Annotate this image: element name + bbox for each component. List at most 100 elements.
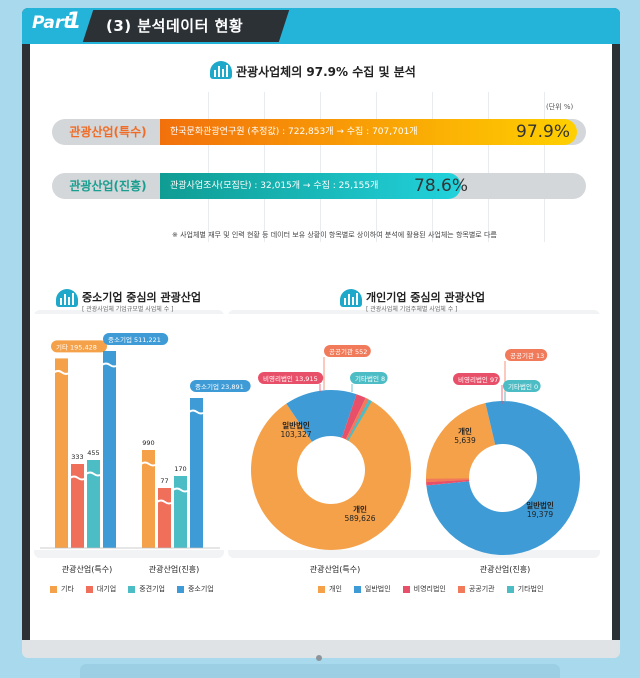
left-panel-title: 중소기업 중심의 관광산업 <box>82 291 201 304</box>
part-number: 1 <box>66 9 82 34</box>
city-chart-icon <box>340 289 362 307</box>
category-label: 관광산업(특수) <box>310 564 360 574</box>
axis-break-mark <box>188 409 206 415</box>
legend-item: 일반법인 <box>353 584 391 594</box>
bar-data-label: 중소기업 511,221 <box>108 335 161 344</box>
donut-slice-label-bubble <box>503 380 541 392</box>
donut-slice-label-bubble <box>324 345 371 357</box>
donut-slice-label: 비영리법인 13,915 <box>263 374 318 383</box>
left-panel-subtitle: [ 관광사업체 기업규모별 사업체 수 ] <box>82 306 174 313</box>
grid-line <box>264 92 265 242</box>
axis-break-mark <box>156 499 174 505</box>
page-title: (3) 분석데이터 현황 <box>106 17 244 35</box>
bar <box>55 358 68 548</box>
donut-slice-label: 개인 <box>353 504 367 514</box>
right-panel-title: 개인기업 중심의 관광산업 <box>366 291 485 304</box>
legend-swatch <box>506 585 514 593</box>
legend-label: 개인 <box>329 585 342 593</box>
donut-slice-value: 5,639 <box>454 436 476 445</box>
legend-label: 기타법인 <box>517 585 544 593</box>
legend-item: 공공기관 <box>457 584 495 594</box>
bar <box>174 476 187 548</box>
legend-label: 기타 <box>61 585 74 593</box>
donut-slice <box>426 403 496 484</box>
grid-line <box>208 92 209 242</box>
donut-slice <box>286 389 357 442</box>
bar <box>158 488 171 548</box>
city-chart-icon <box>56 289 78 307</box>
donut-slice-label-bubble <box>258 372 324 384</box>
grid-line <box>544 92 545 242</box>
donut-slice-label: 공공기관 552 <box>329 347 367 356</box>
category-label: 관광산업(진흥) <box>480 564 530 574</box>
donut-slice-label-bubble <box>453 373 500 385</box>
legend-label: 공공기관 <box>468 585 495 593</box>
coverage-label: 관광산업(진흥) <box>69 179 147 193</box>
axis-break-mark <box>53 369 71 375</box>
coverage-percent: 78.6% <box>414 176 469 196</box>
coverage-label: 관광산업(특수) <box>69 125 147 139</box>
bar-data-label: 333 <box>71 453 83 461</box>
donut-slice-value: 19,379 <box>527 510 553 519</box>
bar-data-label-bubble <box>51 340 107 353</box>
donut-slice-label: 개인 <box>458 426 472 436</box>
right-panel-subtitle: [ 관광사업체 기업주체별 사업체 수 ] <box>366 306 458 313</box>
donut-legend: 개인 일반법인 비영리법인 공공기관 기타법인 <box>318 584 555 594</box>
legend-item: 기타 <box>50 584 74 594</box>
donut-slice <box>426 479 470 486</box>
bar-data-label: 중소기업 23,891 <box>195 382 244 391</box>
donut-slice <box>426 400 580 555</box>
bar <box>103 351 116 548</box>
coverage-description: 한국문화관광연구원 (추정값) : 722,853개 → 수집 : 707,70… <box>170 127 418 137</box>
coverage-title: 관광사업체의 97.9% 수집 및 분석 <box>236 65 416 79</box>
donut-slice <box>345 397 369 441</box>
donut-slice-label-bubble <box>350 372 388 384</box>
legend-swatch <box>85 585 93 593</box>
donut-slice <box>426 478 470 483</box>
grid-line <box>320 92 321 242</box>
axis-break-mark <box>85 471 103 477</box>
unit-label: (단위 %) <box>546 103 574 111</box>
coverage-note: ※ 사업체별 재무 및 인력 현황 등 데이터 보유 상황이 항목별로 상이하여… <box>172 231 497 239</box>
bar-data-label: 170 <box>174 465 186 473</box>
donut-slice <box>347 399 372 441</box>
legend-item: 중소기업 <box>176 584 214 594</box>
city-chart-icon <box>210 61 232 79</box>
donut-slice-label: 공공기관 13 <box>510 351 544 360</box>
legend-item: 개인 <box>318 584 342 594</box>
legend-label: 일반법인 <box>364 585 391 593</box>
legend-swatch <box>318 585 325 593</box>
legend-swatch <box>176 585 184 593</box>
donut-slice-label: 일반법인 <box>282 420 310 430</box>
axis-break-mark <box>172 487 190 493</box>
legend-swatch <box>402 585 410 593</box>
bar-legend: 기타 대기업 중견기업 중소기업 <box>50 584 226 594</box>
coverage-percent: 97.9% <box>516 122 571 142</box>
axis-break-mark <box>69 475 87 481</box>
donut-slice-label: 기타법인 8 <box>355 374 385 383</box>
coverage-fill <box>160 173 461 199</box>
legend-item: 대기업 <box>85 584 116 594</box>
grid-line <box>376 92 377 242</box>
bar <box>87 460 100 548</box>
axis-break-mark <box>101 362 119 368</box>
donut-slice-label-bubble <box>505 349 548 361</box>
legend-label: 비영리법인 <box>413 585 446 593</box>
donut-slice-value: 103,327 <box>280 430 311 439</box>
bar <box>142 450 155 548</box>
grid-line <box>432 92 433 242</box>
category-label: 관광산업(특수) <box>62 564 112 574</box>
legend-swatch <box>457 585 465 593</box>
legend-swatch <box>50 585 57 593</box>
bar <box>71 464 84 548</box>
coverage-fill <box>160 119 577 145</box>
legend-label: 중소기업 <box>187 585 214 593</box>
monitor-chin <box>22 640 620 658</box>
legend-item: 비영리법인 <box>402 584 446 594</box>
coverage-description: 관광사업조사(모집단) : 32,015개 → 수집 : 25,155개 <box>170 181 379 191</box>
power-dot-icon <box>316 655 322 661</box>
part-label: Part <box>32 13 72 33</box>
legend-swatch <box>128 585 136 593</box>
category-label: 관광산업(진흥) <box>149 564 199 574</box>
